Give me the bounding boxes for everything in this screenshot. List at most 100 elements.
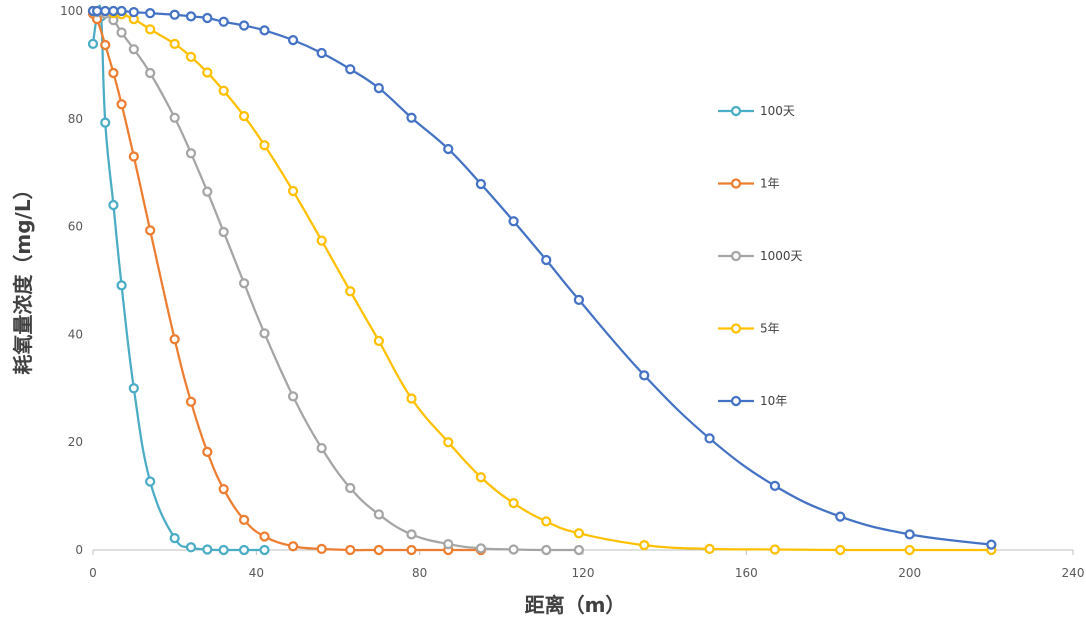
data-point	[91, 5, 103, 17]
data-point	[169, 112, 180, 123]
series-line	[92, 12, 481, 552]
data-point	[904, 544, 915, 556]
data-point	[202, 67, 213, 78]
data-point	[373, 544, 384, 556]
x-tick-label: 160	[735, 566, 758, 580]
y-tick-label: 0	[75, 543, 83, 557]
data-point	[345, 482, 356, 494]
data-point	[169, 533, 180, 544]
legend-label: 100天	[760, 104, 795, 118]
y-tick-label: 20	[68, 435, 83, 449]
legend-label: 10年	[760, 394, 787, 408]
legend-label: 5年	[760, 322, 780, 336]
x-tick-label: 120	[572, 566, 595, 580]
data-point	[185, 396, 197, 407]
data-point	[541, 516, 552, 527]
series-line	[91, 4, 265, 552]
data-point	[406, 112, 417, 123]
legend-item: 5年	[718, 322, 780, 336]
data-point	[835, 511, 846, 522]
data-point	[145, 476, 156, 487]
data-point	[128, 44, 139, 55]
legend-item: 100天	[718, 104, 795, 118]
data-point	[316, 543, 327, 555]
y-tick-label: 40	[68, 327, 83, 341]
y-tick-label: 60	[68, 220, 83, 234]
data-point	[573, 544, 585, 556]
data-point	[475, 543, 487, 554]
data-point	[169, 334, 180, 345]
data-point	[238, 278, 250, 289]
legend-label: 1年	[760, 177, 780, 191]
data-point	[108, 67, 119, 79]
data-point	[259, 25, 270, 36]
data-point	[287, 391, 299, 402]
data-point	[508, 544, 519, 555]
data-point	[185, 148, 197, 159]
data-point	[202, 12, 213, 24]
data-point	[145, 24, 156, 35]
data-point	[185, 542, 197, 553]
legend-marker	[730, 323, 742, 334]
legend-marker	[730, 178, 742, 189]
data-point	[116, 99, 127, 110]
data-point	[116, 27, 127, 38]
data-point	[202, 186, 213, 197]
data-point	[185, 51, 197, 62]
data-point	[406, 529, 417, 540]
x-tick-label: 0	[89, 566, 97, 580]
data-point	[108, 5, 119, 17]
legend-item: 10年	[718, 394, 787, 408]
legend-marker	[730, 395, 742, 407]
series-5	[87, 5, 997, 550]
data-point	[128, 6, 139, 18]
legend-label: 1000天	[760, 249, 803, 263]
data-point	[128, 383, 139, 394]
legend: 100天 1年 1000天 5年 10年	[718, 104, 803, 408]
series-2	[87, 8, 487, 556]
legend-marker	[730, 105, 742, 117]
data-point	[704, 543, 715, 555]
x-axis-title: 距离（m）	[525, 593, 626, 617]
data-point	[145, 225, 156, 236]
data-point	[345, 286, 356, 297]
series-line	[92, 9, 579, 552]
legend-marker	[730, 250, 742, 262]
data-point	[769, 544, 781, 555]
x-tick-label: 200	[898, 566, 921, 580]
data-point	[769, 480, 781, 491]
data-point	[316, 47, 327, 59]
data-point	[573, 294, 585, 306]
data-point	[443, 437, 454, 448]
data-point	[185, 11, 197, 22]
data-point	[100, 117, 111, 128]
y-axis-title: 耗氧量浓度（mg/L）	[11, 179, 35, 374]
data-point	[218, 85, 229, 96]
data-point	[202, 446, 213, 458]
data-point	[508, 497, 519, 509]
data-point	[259, 531, 270, 542]
data-point	[406, 544, 417, 556]
data-point	[169, 9, 180, 20]
data-point	[238, 110, 250, 122]
data-point	[218, 226, 229, 238]
data-point	[373, 82, 384, 94]
data-point	[128, 151, 139, 162]
data-point	[100, 39, 111, 51]
data-point	[218, 483, 229, 495]
data-point	[373, 335, 384, 346]
series-3	[87, 5, 585, 556]
x-tick-label: 40	[249, 566, 264, 580]
data-point	[287, 541, 299, 552]
data-point	[443, 538, 454, 550]
data-point	[443, 143, 454, 155]
data-point	[475, 472, 487, 483]
legend-item: 1000天	[718, 249, 803, 263]
data-point	[541, 544, 552, 556]
data-point	[508, 216, 519, 227]
data-point	[145, 67, 156, 79]
data-point	[316, 235, 327, 246]
data-point	[145, 8, 156, 19]
